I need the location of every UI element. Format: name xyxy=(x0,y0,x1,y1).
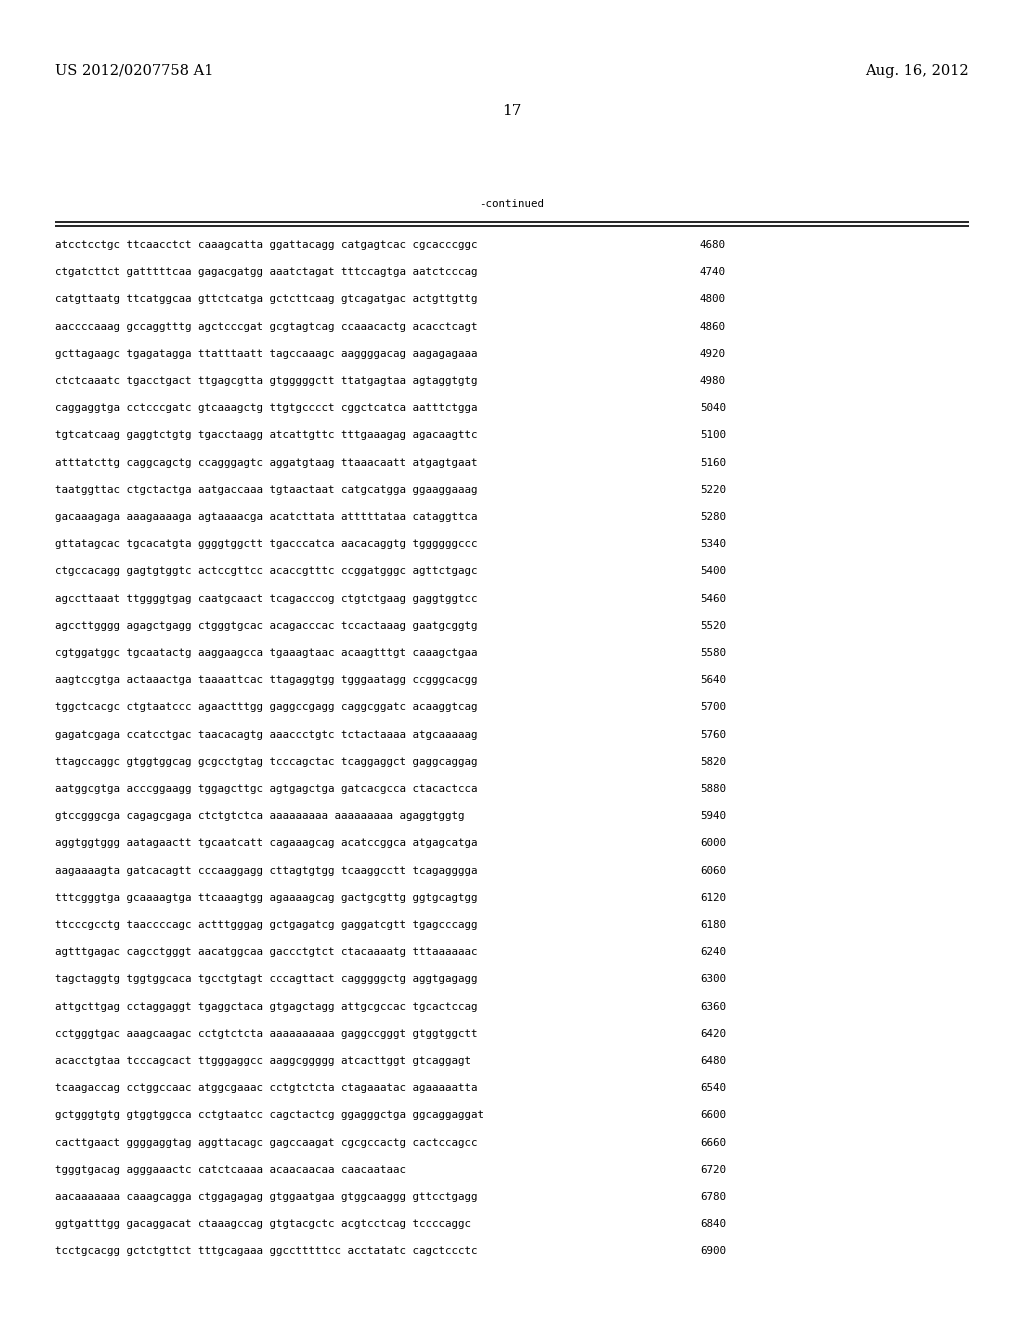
Text: aatggcgtga acccggaagg tggagcttgc agtgagctga gatcacgcca ctacactcca: aatggcgtga acccggaagg tggagcttgc agtgagc… xyxy=(55,784,477,795)
Text: 6300: 6300 xyxy=(700,974,726,985)
Text: tgtcatcaag gaggtctgtg tgacctaagg atcattgttc tttgaaagag agacaagttc: tgtcatcaag gaggtctgtg tgacctaagg atcattg… xyxy=(55,430,477,441)
Text: 6120: 6120 xyxy=(700,892,726,903)
Text: 6660: 6660 xyxy=(700,1138,726,1147)
Text: gttatagcac tgcacatgta ggggtggctt tgacccatca aacacaggtg tggggggccc: gttatagcac tgcacatgta ggggtggctt tgaccca… xyxy=(55,539,477,549)
Text: 5460: 5460 xyxy=(700,594,726,603)
Text: 4980: 4980 xyxy=(700,376,726,385)
Text: 6060: 6060 xyxy=(700,866,726,875)
Text: 4860: 4860 xyxy=(700,322,726,331)
Text: gctgggtgtg gtggtggcca cctgtaatcc cagctactcg ggagggctga ggcaggaggat: gctgggtgtg gtggtggcca cctgtaatcc cagctac… xyxy=(55,1110,484,1121)
Text: 5280: 5280 xyxy=(700,512,726,521)
Text: taatggttac ctgctactga aatgaccaaa tgtaactaat catgcatgga ggaaggaaag: taatggttac ctgctactga aatgaccaaa tgtaact… xyxy=(55,484,477,495)
Text: gcttagaagc tgagatagga ttatttaatt tagccaaagc aaggggacag aagagagaaa: gcttagaagc tgagatagga ttatttaatt tagccaa… xyxy=(55,348,477,359)
Text: 6780: 6780 xyxy=(700,1192,726,1203)
Text: tgggtgacag agggaaactc catctcaaaa acaacaacaa caacaataac: tgggtgacag agggaaactc catctcaaaa acaacaa… xyxy=(55,1164,406,1175)
Text: 6360: 6360 xyxy=(700,1002,726,1011)
Text: agccttaaat ttggggtgag caatgcaact tcagacccog ctgtctgaag gaggtggtcc: agccttaaat ttggggtgag caatgcaact tcagacc… xyxy=(55,594,477,603)
Text: 5220: 5220 xyxy=(700,484,726,495)
Text: 5520: 5520 xyxy=(700,620,726,631)
Text: 6720: 6720 xyxy=(700,1164,726,1175)
Text: 5700: 5700 xyxy=(700,702,726,713)
Text: 5340: 5340 xyxy=(700,539,726,549)
Text: 4740: 4740 xyxy=(700,267,726,277)
Text: Aug. 16, 2012: Aug. 16, 2012 xyxy=(865,63,969,78)
Text: -continued: -continued xyxy=(479,199,545,209)
Text: gacaaagaga aaagaaaaga agtaaaacga acatcttata atttttataa cataggttca: gacaaagaga aaagaaaaga agtaaaacga acatctt… xyxy=(55,512,477,521)
Text: 5040: 5040 xyxy=(700,403,726,413)
Text: aacaaaaaaa caaagcagga ctggagagag gtggaatgaa gtggcaaggg gttcctgagg: aacaaaaaaa caaagcagga ctggagagag gtggaat… xyxy=(55,1192,477,1203)
Text: 6840: 6840 xyxy=(700,1220,726,1229)
Text: gagatcgaga ccatcctgac taacacagtg aaaccctgtc tctactaaaa atgcaaaaag: gagatcgaga ccatcctgac taacacagtg aaaccct… xyxy=(55,730,477,739)
Text: aagaaaagta gatcacagtt cccaaggagg cttagtgtgg tcaaggcctt tcagagggga: aagaaaagta gatcacagtt cccaaggagg cttagtg… xyxy=(55,866,477,875)
Text: 6420: 6420 xyxy=(700,1028,726,1039)
Text: atcctcctgc ttcaacctct caaagcatta ggattacagg catgagtcac cgcacccggc: atcctcctgc ttcaacctct caaagcatta ggattac… xyxy=(55,240,477,249)
Text: 17: 17 xyxy=(503,104,521,117)
Text: tcctgcacgg gctctgttct tttgcagaaa ggcctttttcc acctatatc cagctccctc: tcctgcacgg gctctgttct tttgcagaaa ggccttt… xyxy=(55,1246,477,1257)
Text: US 2012/0207758 A1: US 2012/0207758 A1 xyxy=(55,63,213,78)
Text: ctgatcttct gatttttcaa gagacgatgg aaatctagat tttccagtga aatctcccag: ctgatcttct gatttttcaa gagacgatgg aaatcta… xyxy=(55,267,477,277)
Text: ctgccacagg gagtgtggtc actccgttcc acaccgtttc ccggatgggc agttctgagc: ctgccacagg gagtgtggtc actccgttcc acaccgt… xyxy=(55,566,477,577)
Text: 5580: 5580 xyxy=(700,648,726,657)
Text: cctgggtgac aaagcaagac cctgtctcta aaaaaaaaaa gaggccgggt gtggtggctt: cctgggtgac aaagcaagac cctgtctcta aaaaaaa… xyxy=(55,1028,477,1039)
Text: acacctgtaa tcccagcact ttgggaggcc aaggcggggg atcacttggt gtcaggagt: acacctgtaa tcccagcact ttgggaggcc aaggcgg… xyxy=(55,1056,471,1067)
Text: ctctcaaatc tgacctgact ttgagcgtta gtgggggctt ttatgagtaa agtaggtgtg: ctctcaaatc tgacctgact ttgagcgtta gtggggg… xyxy=(55,376,477,385)
Text: atttatcttg caggcagctg ccagggagtc aggatgtaag ttaaacaatt atgagtgaat: atttatcttg caggcagctg ccagggagtc aggatgt… xyxy=(55,458,477,467)
Text: aaccccaaag gccaggtttg agctcccgat gcgtagtcag ccaaacactg acacctcagt: aaccccaaag gccaggtttg agctcccgat gcgtagt… xyxy=(55,322,477,331)
Text: attgcttgag cctaggaggt tgaggctaca gtgagctagg attgcgccac tgcactccag: attgcttgag cctaggaggt tgaggctaca gtgagct… xyxy=(55,1002,477,1011)
Text: 4920: 4920 xyxy=(700,348,726,359)
Text: cgtggatggc tgcaatactg aaggaagcca tgaaagtaac acaagtttgt caaagctgaa: cgtggatggc tgcaatactg aaggaagcca tgaaagt… xyxy=(55,648,477,657)
Text: 4800: 4800 xyxy=(700,294,726,305)
Text: 6900: 6900 xyxy=(700,1246,726,1257)
Text: agtttgagac cagcctgggt aacatggcaa gaccctgtct ctacaaaatg tttaaaaaac: agtttgagac cagcctgggt aacatggcaa gaccctg… xyxy=(55,948,477,957)
Text: 5640: 5640 xyxy=(700,676,726,685)
Text: tttcgggtga gcaaaagtga ttcaaagtgg agaaaagcag gactgcgttg ggtgcagtgg: tttcgggtga gcaaaagtga ttcaaagtgg agaaaag… xyxy=(55,892,477,903)
Text: cacttgaact ggggaggtag aggttacagc gagccaagat cgcgccactg cactccagcc: cacttgaact ggggaggtag aggttacagc gagccaa… xyxy=(55,1138,477,1147)
Text: 4680: 4680 xyxy=(700,240,726,249)
Text: tggctcacgc ctgtaatccc agaactttgg gaggccgagg caggcggatc acaaggtcag: tggctcacgc ctgtaatccc agaactttgg gaggccg… xyxy=(55,702,477,713)
Text: 6240: 6240 xyxy=(700,948,726,957)
Text: aagtccgtga actaaactga taaaattcac ttagaggtgg tgggaatagg ccgggcacgg: aagtccgtga actaaactga taaaattcac ttagagg… xyxy=(55,676,477,685)
Text: 6480: 6480 xyxy=(700,1056,726,1067)
Text: gtccgggcga cagagcgaga ctctgtctca aaaaaaaaa aaaaaaaaa agaggtggtg: gtccgggcga cagagcgaga ctctgtctca aaaaaaa… xyxy=(55,812,465,821)
Text: ttcccgcctg taaccccagc actttgggag gctgagatcg gaggatcgtt tgagcccagg: ttcccgcctg taaccccagc actttgggag gctgaga… xyxy=(55,920,477,931)
Text: catgttaatg ttcatggcaa gttctcatga gctcttcaag gtcagatgac actgttgttg: catgttaatg ttcatggcaa gttctcatga gctcttc… xyxy=(55,294,477,305)
Text: ggtgatttgg gacaggacat ctaaagccag gtgtacgctc acgtcctcag tccccaggc: ggtgatttgg gacaggacat ctaaagccag gtgtacg… xyxy=(55,1220,471,1229)
Text: aggtggtggg aatagaactt tgcaatcatt cagaaagcag acatccggca atgagcatga: aggtggtggg aatagaactt tgcaatcatt cagaaag… xyxy=(55,838,477,849)
Text: tagctaggtg tggtggcaca tgcctgtagt cccagttact cagggggctg aggtgagagg: tagctaggtg tggtggcaca tgcctgtagt cccagtt… xyxy=(55,974,477,985)
Text: 6180: 6180 xyxy=(700,920,726,931)
Text: 6600: 6600 xyxy=(700,1110,726,1121)
Text: 5760: 5760 xyxy=(700,730,726,739)
Text: 6000: 6000 xyxy=(700,838,726,849)
Text: ttagccaggc gtggtggcag gcgcctgtag tcccagctac tcaggaggct gaggcaggag: ttagccaggc gtggtggcag gcgcctgtag tcccagc… xyxy=(55,756,477,767)
Text: 6540: 6540 xyxy=(700,1084,726,1093)
Text: 5100: 5100 xyxy=(700,430,726,441)
Text: tcaagaccag cctggccaac atggcgaaac cctgtctcta ctagaaatac agaaaaatta: tcaagaccag cctggccaac atggcgaaac cctgtct… xyxy=(55,1084,477,1093)
Text: 5160: 5160 xyxy=(700,458,726,467)
Text: 5820: 5820 xyxy=(700,756,726,767)
Text: 5940: 5940 xyxy=(700,812,726,821)
Text: caggaggtga cctcccgatc gtcaaagctg ttgtgcccct cggctcatca aatttctgga: caggaggtga cctcccgatc gtcaaagctg ttgtgcc… xyxy=(55,403,477,413)
Text: agccttgggg agagctgagg ctgggtgcac acagacccac tccactaaag gaatgcggtg: agccttgggg agagctgagg ctgggtgcac acagacc… xyxy=(55,620,477,631)
Text: 5400: 5400 xyxy=(700,566,726,577)
Text: 5880: 5880 xyxy=(700,784,726,795)
